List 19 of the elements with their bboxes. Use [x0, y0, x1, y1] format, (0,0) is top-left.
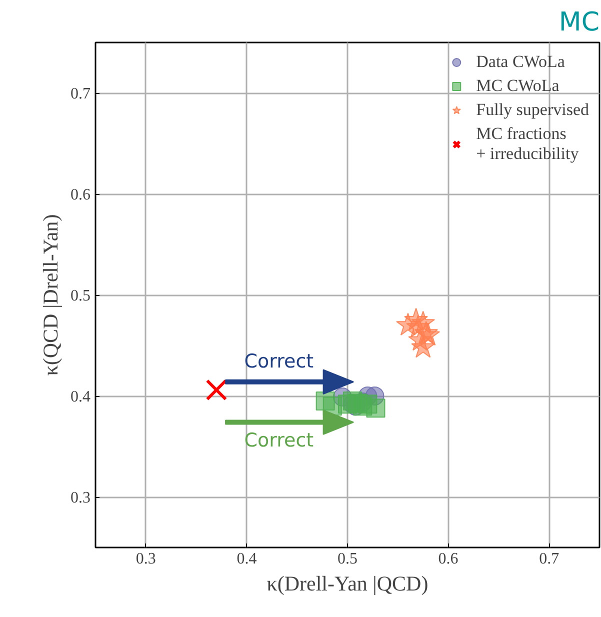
y-tick-label: 0.4	[70, 388, 90, 406]
legend-label: MC fractions + irreducibility	[476, 124, 579, 164]
legend-label: Fully supervised	[476, 100, 589, 120]
y-tick-label: 0.7	[70, 86, 90, 102]
y-tick-label: 0.5	[70, 288, 90, 304]
legend-label: Data CWoLa	[476, 52, 565, 72]
annotation: Correct	[244, 350, 314, 373]
annotation: Correct	[244, 429, 314, 452]
x-tick-label: 0.7	[539, 550, 560, 568]
x-axis-title: κ(Drell-Yan |QCD)	[266, 572, 428, 596]
y-axis-title: κ(QCD |Drell-Yan)	[38, 214, 62, 376]
x-tick-label: 0.5	[338, 550, 358, 568]
legend-label: MC CWoLa	[476, 76, 560, 96]
y-tick-label: 0.3	[70, 490, 90, 506]
x-tick-label: 0.6	[438, 550, 458, 568]
text: MC	[558, 8, 600, 38]
y-tick-label: 0.6	[70, 186, 90, 204]
x-tick-label: 0.4	[236, 550, 257, 568]
x-tick-label: 0.3	[136, 550, 156, 568]
